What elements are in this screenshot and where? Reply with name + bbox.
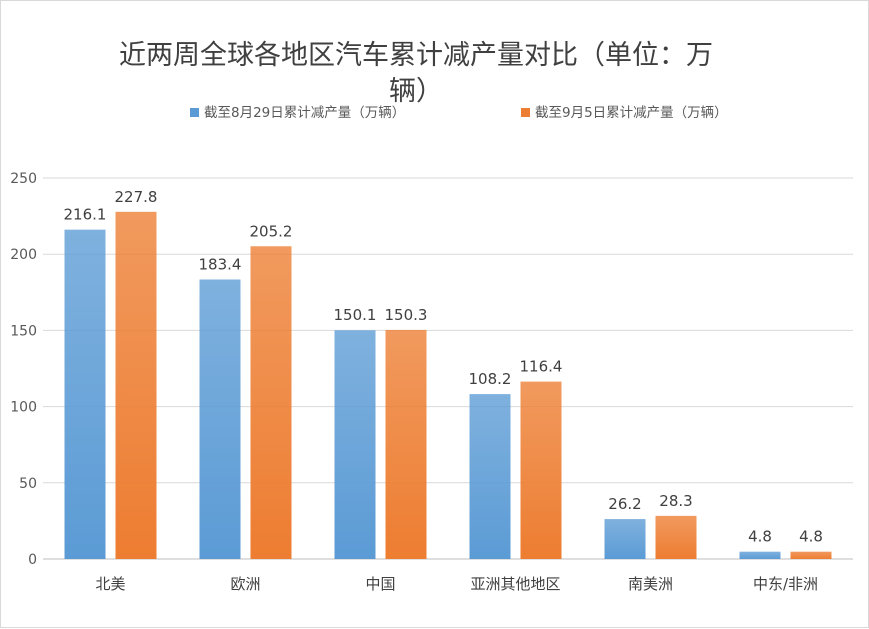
- y-tick-label: 200: [10, 247, 37, 263]
- bar: [385, 329, 427, 559]
- bar: [334, 330, 376, 559]
- data-label: 216.1: [64, 206, 107, 224]
- data-label: 4.8: [799, 528, 823, 546]
- chart-title: 近两周全球各地区汽车累计减产量对比（单位：万辆）: [119, 40, 713, 107]
- y-tick-label: 250: [10, 171, 37, 187]
- chart-title-line: 辆）: [389, 76, 443, 107]
- legend-swatch: [190, 108, 199, 117]
- bar: [250, 246, 292, 559]
- bar: [64, 229, 106, 559]
- bar: [790, 551, 832, 559]
- data-label: 150.1: [334, 306, 377, 324]
- data-label: 183.4: [199, 255, 242, 273]
- chart-title-line: 近两周全球各地区汽车累计减产量对比（单位：万: [119, 40, 713, 71]
- legend: 截至8月29日累计减产量（万辆） 截至9月5日累计减产量（万辆）: [190, 105, 728, 121]
- bar: [199, 279, 241, 559]
- bar: [739, 551, 781, 559]
- data-label: 116.4: [520, 358, 563, 376]
- legend-item: 截至8月29日累计减产量（万辆）: [190, 105, 405, 121]
- y-tick-label: 0: [28, 552, 37, 568]
- bar: [469, 394, 511, 559]
- bar: [604, 519, 646, 559]
- data-label: 108.2: [469, 370, 512, 388]
- data-label: 205.2: [250, 222, 293, 240]
- bar: [520, 381, 562, 559]
- data-label: 227.8: [115, 188, 158, 206]
- x-tick-label: 中东/非洲: [753, 575, 818, 593]
- x-tick-label: 欧洲: [230, 575, 260, 593]
- data-label: 28.3: [659, 492, 692, 510]
- legend-label: 截至8月29日累计减产量（万辆）: [204, 105, 405, 121]
- bar: [655, 515, 697, 559]
- bar: [115, 211, 157, 559]
- x-tick-label: 南美洲: [628, 575, 673, 593]
- legend-swatch: [521, 108, 530, 117]
- x-tick-label: 中国: [365, 575, 395, 593]
- x-tick-label: 亚洲其他地区: [470, 575, 560, 593]
- y-axis: 0 50 100 150 200 250: [10, 171, 853, 568]
- bars: 216.1 227.8 北美 183.4 205.2 欧洲 150.1 150.3 中国 108.…: [64, 188, 832, 593]
- y-tick-label: 150: [10, 323, 37, 339]
- data-label: 150.3: [385, 306, 428, 324]
- x-tick-label: 北美: [95, 575, 125, 593]
- data-label: 4.8: [748, 528, 772, 546]
- legend-item: 截至9月5日累计减产量（万辆）: [521, 105, 728, 121]
- y-tick-label: 100: [10, 400, 37, 416]
- legend-label: 截至9月5日累计减产量（万辆）: [535, 105, 728, 121]
- y-tick-label: 50: [19, 476, 37, 492]
- data-label: 26.2: [608, 495, 641, 513]
